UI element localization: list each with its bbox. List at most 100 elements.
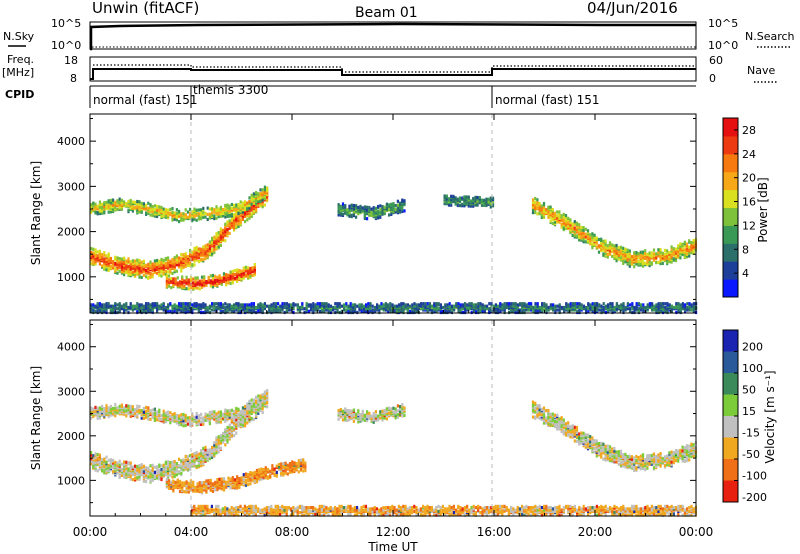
data-cell [224,408,227,412]
data-cell [464,302,467,306]
data-cell [98,410,101,414]
data-cell [147,466,150,470]
data-cell [562,212,565,216]
data-cell [373,305,376,310]
data-cell [571,233,574,237]
data-cell [556,304,559,308]
data-cell [216,279,219,283]
data-cell [226,227,229,232]
data-cell [208,240,211,244]
data-cell [255,399,258,403]
data-cell [403,199,406,203]
data-cell [474,198,477,202]
data-cell [98,262,101,266]
data-cell [182,412,185,417]
data-cell [118,265,121,270]
data-cell [435,302,438,306]
data-cell [224,438,227,442]
data-cell [123,260,126,264]
data-cell [233,414,236,418]
data-cell [211,213,214,217]
data-cell [145,302,148,306]
data-cell [125,259,128,263]
data-cell [182,424,185,428]
data-cell [151,463,154,467]
data-cell [162,470,165,474]
data-cell [186,210,189,214]
data-cell [160,269,163,273]
data-cell [149,469,152,473]
data-cell [129,475,132,479]
data-cell [231,269,234,273]
data-cell [145,409,148,413]
data-cell [182,462,185,466]
data-cell [182,415,185,419]
data-cell [156,271,159,275]
data-cell [591,242,594,246]
data-cell [263,203,266,207]
data-cell [193,302,196,306]
data-cell [536,304,539,308]
data-cell [248,216,251,220]
data-cell [674,247,678,251]
data-cell [688,251,691,256]
data-cell [195,451,198,455]
data-cell [153,210,156,214]
data-cell [584,240,587,244]
data-cell [609,307,612,311]
data-cell [345,302,348,306]
data-cell [145,203,148,207]
data-cell [193,415,196,419]
data-cell [182,257,185,261]
data-cell [140,204,143,208]
data-cell [296,303,299,307]
data-cell [103,259,106,264]
data-cell [219,412,222,417]
data-cell [213,302,216,306]
data-cell [466,303,469,307]
nsky-tick-top: 10^5 [51,17,81,30]
data-cell [173,412,176,416]
data-cell [147,206,150,210]
data-cell [481,303,484,307]
data-cell [303,307,306,311]
data-cell [233,269,237,273]
data-cell [215,442,218,446]
data-cell [138,274,141,278]
data-cell [593,237,596,241]
data-cell [156,476,159,480]
data-cell [465,195,468,199]
data-cell [250,416,253,420]
data-cell [200,279,204,283]
data-cell [420,302,423,306]
data-cell [433,302,436,306]
data-cell [101,458,104,462]
data-cell [103,257,106,261]
data-cell [145,268,148,272]
data-cell [257,199,260,203]
data-cell [542,212,546,216]
data-cell [259,188,262,192]
data-cell [112,263,115,268]
data-cell [399,201,402,205]
data-cell [250,198,253,202]
data-cell [569,220,572,224]
data-cell [401,209,404,214]
data-cell [92,247,95,251]
data-cell [235,302,238,306]
data-cell [226,213,229,217]
data-cell [173,309,176,313]
data-cell [261,198,264,202]
data-cell [239,307,242,311]
data-cell [547,205,550,209]
data-cell [622,246,625,250]
data-cell [371,308,374,312]
data-cell [443,194,446,198]
data-cell [98,256,101,260]
data-cell [149,208,152,212]
data-cell [219,446,222,450]
data-cell [204,448,207,452]
data-cell [92,259,95,263]
data-cell [435,309,438,313]
data-cell [217,244,220,249]
